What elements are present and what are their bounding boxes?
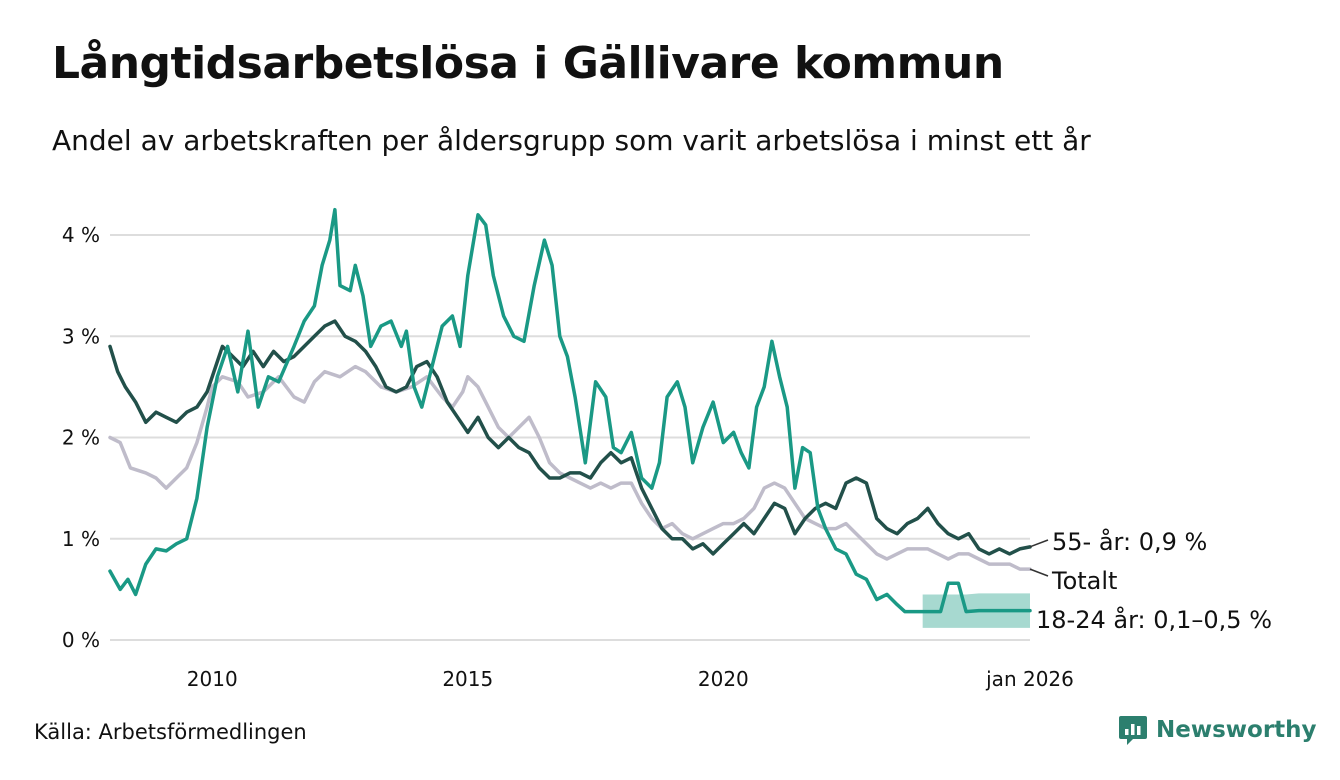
line-55-r — [108, 319, 1032, 556]
x-axis-ticks: 2010 2015 2020 jan 2026 — [187, 667, 1074, 691]
series-labels: Totalt 55- år: 0,9 % 18-24 år: 0,1–0,5 % — [1029, 527, 1272, 634]
y-tick-label: 2 % — [62, 426, 100, 450]
line-18-24-r — [108, 207, 1032, 614]
y-tick-label: 4 % — [62, 223, 100, 247]
source-note: Källa: Arbetsförmedlingen — [34, 720, 307, 744]
x-tick-label: 2010 — [187, 667, 238, 691]
series-lines — [108, 207, 1032, 614]
x-tick-label: jan 2026 — [985, 667, 1074, 691]
series-label-totalt: Totalt — [1051, 567, 1117, 595]
chart-title: Långtidsarbetslösa i Gällivare kommun — [52, 38, 1004, 89]
x-tick-label: 2020 — [698, 667, 749, 691]
y-axis-ticks: 0 % 1 % 2 % 3 % 4 % — [62, 223, 100, 652]
brand-logo: Newsworthy — [1118, 714, 1317, 746]
chart-subtitle: Andel av arbetskraften per åldersgrupp s… — [52, 124, 1091, 157]
gridlines — [110, 234, 1030, 641]
brand-name: Newsworthy — [1156, 717, 1317, 743]
line-chart: 0 % 1 % 2 % 3 % 4 % 2010 2015 2020 jan 2026 Tot… — [62, 207, 1272, 691]
y-tick-label: 1 % — [62, 527, 100, 551]
label-leader-55-r — [1029, 539, 1049, 548]
series-label-55-r: 55- år: 0,9 % — [1052, 527, 1207, 556]
newsworthy-logo-icon — [1119, 716, 1147, 745]
x-tick-label: 2015 — [442, 667, 493, 691]
y-tick-label: 0 % — [62, 628, 100, 652]
series-label-18-24-r: 18-24 år: 0,1–0,5 % — [1036, 605, 1272, 634]
y-tick-label: 3 % — [62, 324, 100, 348]
label-leader-totalt — [1029, 568, 1049, 577]
